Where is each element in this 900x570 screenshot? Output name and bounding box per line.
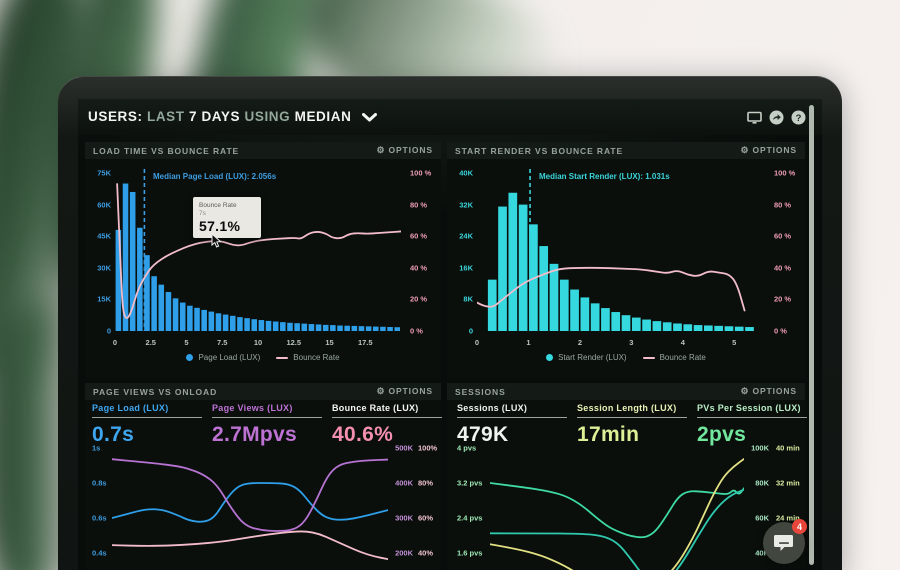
chevron-down-icon (361, 113, 377, 122)
metric-session-length: Session Length (LUX) 17min (577, 403, 687, 447)
panel-load-time: LOAD TIME VS BOUNCE RATE ⚙ OPTIONS 75K 60K… (85, 142, 441, 379)
sessions-chart[interactable] (490, 441, 744, 570)
page-views-chart[interactable] (112, 441, 388, 570)
scrollbar[interactable] (809, 105, 814, 565)
header-median: MEDIAN (294, 109, 352, 124)
metric-sessions: Sessions (LUX) 479K (457, 403, 567, 447)
metric-pvs-per-session: PVs Per Session (LUX) 2pvs (697, 403, 807, 447)
app-header: USERS: LAST 7 DAYS USING MEDIAN ? (78, 99, 822, 135)
laptop-bezel: USERS: LAST 7 DAYS USING MEDIAN ? LOAD T… (58, 76, 842, 570)
start-render-chart[interactable] (477, 165, 760, 335)
options-button[interactable]: ⚙ OPTIONS (376, 386, 433, 396)
panel-header: PAGE VIEWS VS ONLOAD ⚙ OPTIONS (85, 383, 441, 400)
panel-header: LOAD TIME VS BOUNCE RATE ⚙ OPTIONS (85, 142, 441, 159)
panel-start-render: START RENDER VS BOUNCE RATE ⚙ OPTIONS 40K… (447, 142, 805, 379)
header-prefix: USERS: (88, 109, 143, 124)
load-time-chart[interactable] (115, 165, 401, 335)
metric-bounce-rate: Bounce Rate (LUX) 40.6% (332, 403, 442, 447)
mouse-cursor (211, 234, 222, 248)
chart-legend: Page Load (LUX) Bounce Rate (85, 353, 441, 362)
median-annotation: Median Start Render (LUX): 1.031s (539, 172, 670, 181)
median-annotation: Median Page Load (LUX): 2.056s (153, 172, 277, 181)
panel-title: START RENDER VS BOUNCE RATE (455, 146, 624, 156)
chat-launcher-button[interactable]: 4 (763, 519, 807, 564)
share-icon[interactable] (769, 110, 784, 125)
gear-icon: ⚙ (376, 145, 386, 155)
header-days: 7 DAYS (188, 109, 241, 124)
help-icon[interactable]: ? (791, 110, 806, 125)
metric-page-load: Page Load (LUX) 0.7s (92, 403, 202, 447)
header-using: USING (244, 109, 291, 124)
options-button[interactable]: ⚙ OPTIONS (376, 145, 433, 155)
panel-title: PAGE VIEWS VS ONLOAD (93, 387, 218, 397)
options-button[interactable]: ⚙ OPTIONS (740, 145, 797, 155)
chart-legend: Start Render (LUX) Bounce Rate (447, 353, 805, 362)
gear-icon: ⚙ (740, 145, 750, 155)
dashboard-screen: USERS: LAST 7 DAYS USING MEDIAN ? LOAD T… (78, 99, 822, 570)
panel-sessions: SESSIONS ⚙ OPTIONS Sessions (LUX) 479K Se… (447, 383, 807, 570)
panel-page-views: PAGE VIEWS VS ONLOAD ⚙ OPTIONS Page Load … (85, 383, 442, 570)
panel-header: START RENDER VS BOUNCE RATE ⚙ OPTIONS (447, 142, 805, 159)
notification-badge: 4 (792, 519, 807, 534)
gear-icon: ⚙ (740, 386, 750, 396)
options-button[interactable]: ⚙ OPTIONS (740, 386, 797, 396)
gear-icon: ⚙ (376, 386, 386, 396)
tooltip: Bounce Rate 7s 57.1% (193, 197, 261, 238)
chat-bubble-icon (774, 535, 793, 551)
x-axis: 0 2.5 5 7.5 10 12.5 15 17.5 (112, 338, 373, 347)
svg-text:?: ? (796, 113, 802, 124)
header-last: LAST (146, 109, 185, 124)
metric-page-views: Page Views (LUX) 2.7Mpvs (212, 403, 322, 447)
users-range-dropdown[interactable]: USERS: LAST 7 DAYS USING MEDIAN (88, 109, 377, 124)
panel-title: LOAD TIME VS BOUNCE RATE (93, 146, 240, 156)
panel-title: SESSIONS (455, 387, 506, 397)
panel-header: SESSIONS ⚙ OPTIONS (447, 383, 805, 400)
display-icon[interactable] (747, 110, 762, 125)
